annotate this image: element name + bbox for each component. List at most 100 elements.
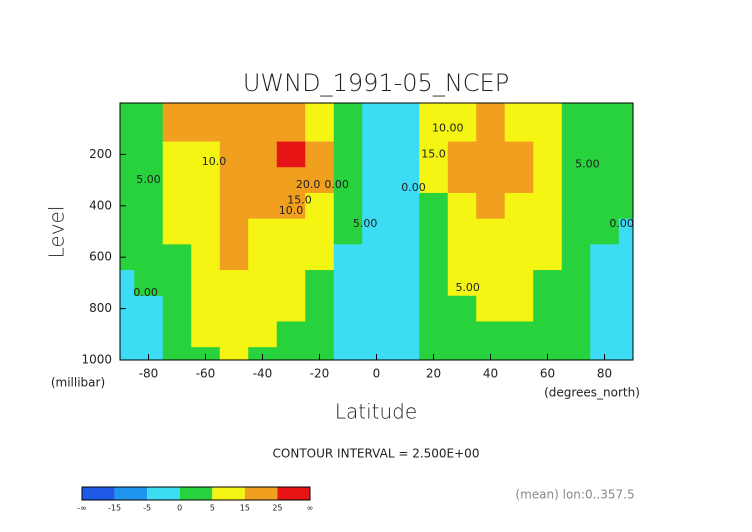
contour-cell <box>333 270 363 297</box>
x-axis-unit: (degrees_north) <box>544 386 640 400</box>
contour-cell <box>447 103 477 143</box>
contour-cell <box>162 218 192 245</box>
contour-cell <box>447 218 477 245</box>
contour-cell <box>419 192 449 220</box>
contour-cell <box>618 218 634 245</box>
contour-cell <box>305 270 335 297</box>
contour-cell <box>248 218 278 245</box>
contour-cell <box>191 347 221 361</box>
contour-note: CONTOUR INTERVAL = 2.500E+00 <box>273 447 480 461</box>
contour-cell <box>504 103 534 143</box>
y-tick-label: 800 <box>89 301 112 315</box>
contour-cell <box>390 192 420 220</box>
contour-cell <box>533 141 563 168</box>
contour-cell <box>305 103 335 143</box>
contour-cell <box>191 103 221 143</box>
contour-cell <box>120 244 135 271</box>
contour-cell <box>219 192 249 220</box>
colorbar-box <box>244 487 278 500</box>
contour-cell <box>276 218 306 245</box>
contour-cell <box>333 192 363 220</box>
contour-cell <box>590 141 620 168</box>
contour-cell <box>120 103 135 143</box>
contour-cell <box>162 244 192 271</box>
contour-label: 5.00 <box>353 217 378 230</box>
colorbar-label: 25 <box>272 504 282 513</box>
contour-cell <box>419 270 449 297</box>
contour-cell <box>504 270 534 297</box>
x-axis-label: Latitude <box>335 400 417 424</box>
contour-cell <box>561 270 591 297</box>
contour-cell <box>276 192 306 220</box>
colorbar-label: 5 <box>210 504 215 513</box>
contour-cell <box>618 321 634 348</box>
contour-cell <box>561 321 591 348</box>
contour-cell <box>561 244 591 271</box>
contour-cell <box>533 347 563 361</box>
contour-cell <box>248 295 278 322</box>
contour-cell <box>618 167 634 194</box>
contour-label: 10.0 <box>279 204 304 217</box>
contour-label: 5.00 <box>575 158 600 171</box>
contour-cell <box>162 295 192 322</box>
contour-cell <box>248 244 278 271</box>
contour-cell <box>191 141 221 168</box>
contour-cell <box>362 295 392 322</box>
contour-cell <box>447 192 477 220</box>
contour-cell <box>504 244 534 271</box>
contour-cell <box>333 218 363 245</box>
contour-cell <box>590 167 620 194</box>
contour-cell <box>390 321 420 348</box>
contour-cell <box>333 103 363 143</box>
contour-cell <box>390 295 420 322</box>
contour-cell <box>390 270 420 297</box>
contour-cell <box>476 270 506 297</box>
contour-cell <box>305 347 335 361</box>
contour-cell <box>476 141 506 168</box>
contour-cell <box>191 270 221 297</box>
contour-cell <box>476 244 506 271</box>
contour-cell <box>191 321 221 348</box>
contour-cell <box>561 141 591 168</box>
contour-cell <box>561 347 591 361</box>
contour-cell <box>219 218 249 245</box>
contour-cell <box>162 270 192 297</box>
colorbar-label: -5 <box>143 504 151 513</box>
contour-cell <box>447 347 477 361</box>
contour-label: 5.00 <box>136 173 161 186</box>
contour-cell <box>162 347 192 361</box>
contour-cell <box>120 321 135 348</box>
colorbar-box <box>147 487 180 500</box>
contour-cell <box>618 141 634 168</box>
x-tick-label: -20 <box>310 367 330 381</box>
contour-cell <box>390 218 420 245</box>
y-axis-unit: (millibar) <box>51 376 105 390</box>
contour-cell <box>476 192 506 220</box>
contour-cell <box>419 347 449 361</box>
contour-cell <box>590 103 620 143</box>
contour-cell <box>362 218 392 245</box>
contour-cell <box>561 218 591 245</box>
contour-cell <box>590 295 620 322</box>
contour-cell <box>504 218 534 245</box>
contour-label: 0.00 <box>324 178 349 191</box>
contour-cell <box>504 295 534 322</box>
footer: (mean) lon:0..357.5 <box>515 488 634 502</box>
colorbar-box <box>114 487 148 500</box>
contour-cell <box>618 295 634 322</box>
contour-cell <box>276 141 306 168</box>
contour-cell <box>362 167 392 194</box>
contour-label: 10.00 <box>432 122 464 135</box>
contour-cell <box>120 270 135 297</box>
contour-cell <box>561 103 591 143</box>
contour-cell <box>276 167 306 194</box>
contour-cell <box>419 218 449 245</box>
contour-cell <box>419 244 449 271</box>
contour-cell <box>618 244 634 271</box>
contour-cell <box>362 347 392 361</box>
colorbar-box <box>82 487 115 500</box>
contour-label: 0.00 <box>609 217 634 230</box>
contour-cell <box>590 270 620 297</box>
contour-cell <box>533 167 563 194</box>
contour-cell <box>476 103 506 143</box>
